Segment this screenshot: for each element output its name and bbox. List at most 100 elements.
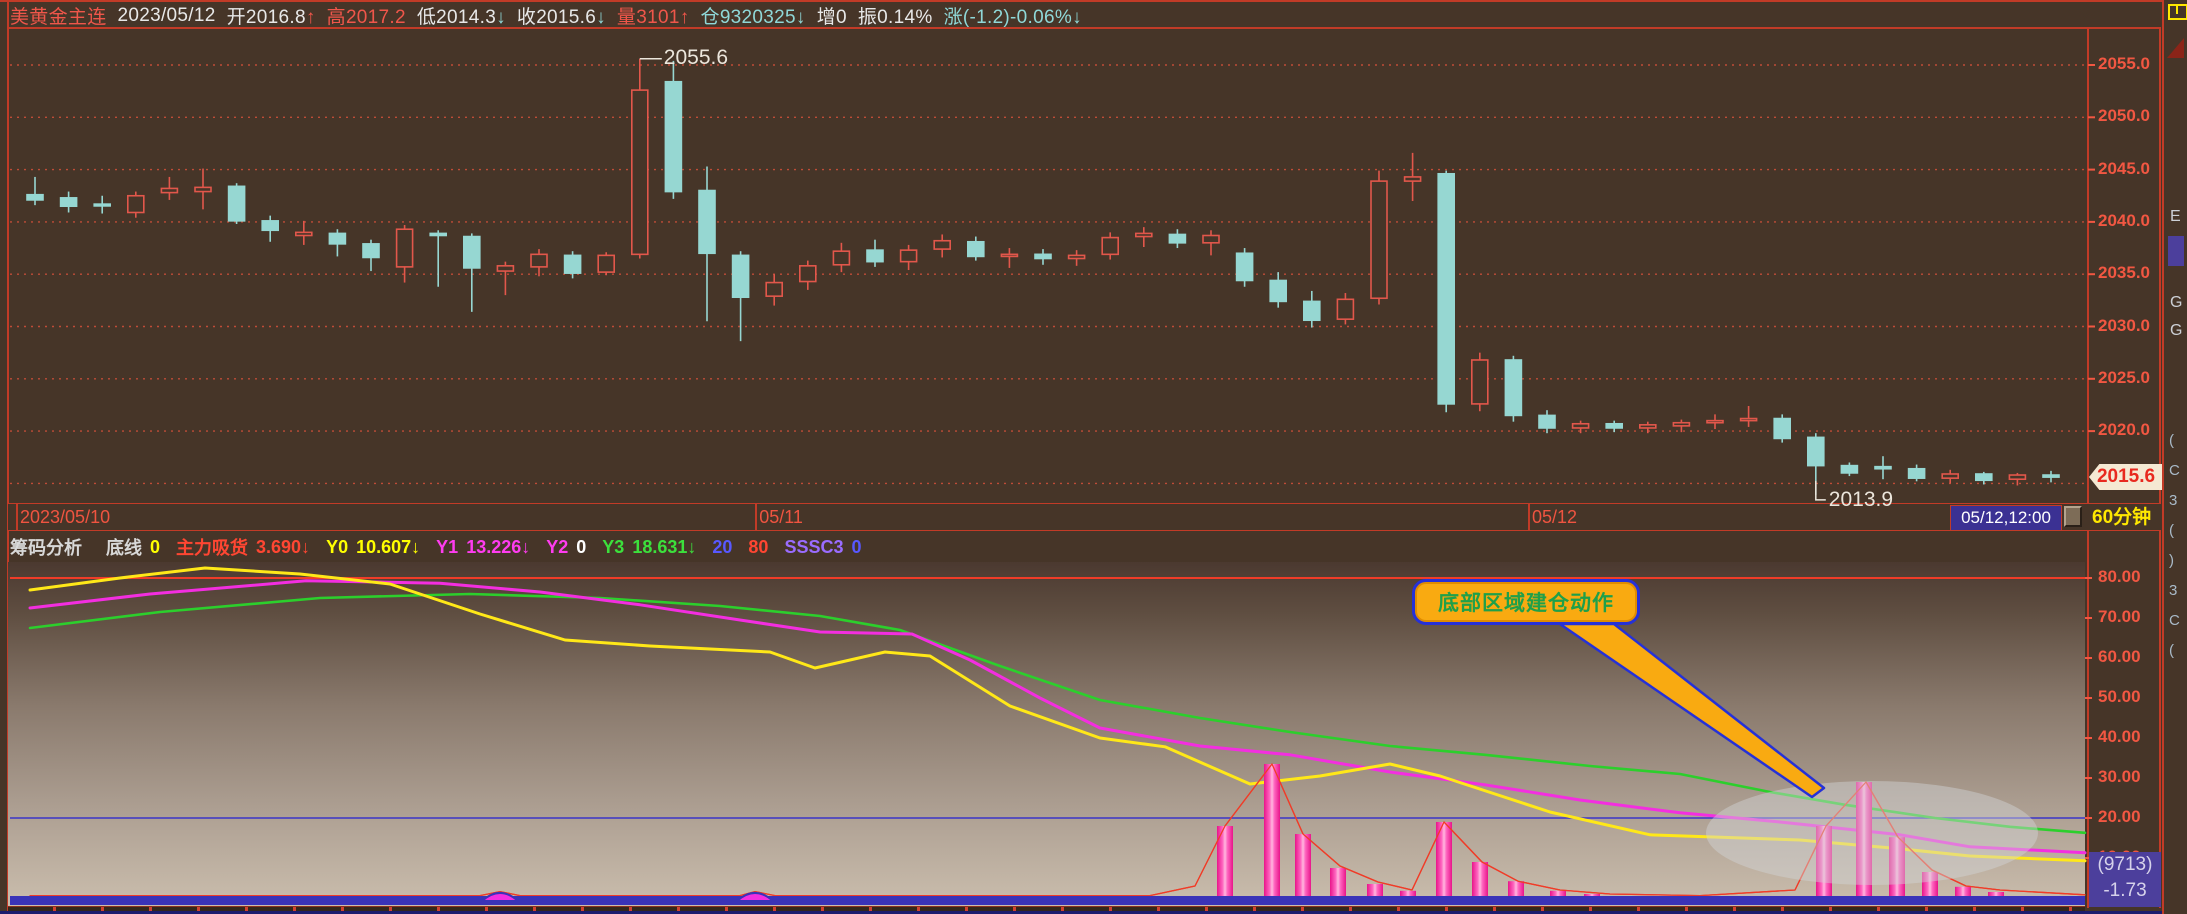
title-segment-7: 仓9320325↓ [700, 7, 806, 28]
sidebar-glyph[interactable]: ( [2169, 522, 2174, 539]
trend-arrow: ↓ [496, 7, 506, 28]
title-segment-8: 增0 [816, 7, 847, 28]
candlestick [798, 260, 817, 290]
indicator-header-segment-12: 18.631↓ [632, 536, 697, 557]
sidebar-item-E-0[interactable]: E [2170, 208, 2181, 225]
sidebar-glyph[interactable]: ( [2169, 642, 2174, 659]
title-segment-0: 美黄金主连 [10, 7, 107, 28]
candlestick [1168, 229, 1187, 249]
sidebar-glyph[interactable]: ) [2169, 552, 2174, 569]
sidebar-glyph[interactable]: 3 [2169, 492, 2178, 509]
price-axis-label: 2035.0 [2098, 263, 2150, 283]
candlestick [1874, 456, 1892, 480]
cursor-time-badge: 05/12,12:00 [1950, 505, 2062, 531]
high-price-annotation: 2055.6 [663, 45, 729, 69]
title-segment-1: 2023/05/12 [117, 4, 216, 26]
trend-arrow: ↓ [596, 7, 606, 28]
candlestick [1135, 227, 1153, 248]
indicator-header-segment-6: 10.607↓ [356, 536, 421, 557]
volume-bar [1922, 872, 1938, 896]
callout-box[interactable]: 底部区域建仓动作 [1412, 579, 1640, 625]
indicator-header-segment-16: 0 [851, 536, 862, 557]
baseline-bump [479, 891, 521, 902]
volume-bar [1400, 890, 1416, 896]
candlestick [127, 191, 145, 218]
callout-text: 底部区域建仓动作 [1438, 592, 1614, 615]
candlestick [1202, 230, 1220, 256]
candlestick [1773, 414, 1791, 443]
indicator-axis-label: 60.00 [2098, 647, 2141, 666]
candlestick [328, 229, 347, 257]
indicator-header-segment-11: Y3 [602, 536, 625, 557]
candlestick [194, 168, 212, 210]
candlestick [899, 244, 918, 271]
indicator-axis-label: 20.00 [2098, 807, 2141, 826]
candlestick [1538, 410, 1556, 434]
candlestick [93, 195, 111, 214]
volume-bar [1550, 890, 1566, 896]
candlestick [2008, 472, 2027, 486]
zero-baseline-bar [10, 896, 2085, 905]
indicator-axis-label: 80.00 [2098, 567, 2141, 586]
price-axis-label: 2020.0 [2098, 420, 2150, 440]
sidebar-item-G-2[interactable]: G [2170, 322, 2183, 339]
candlestick [1639, 421, 1657, 434]
volume-bar [1889, 837, 1905, 896]
candlestick [664, 60, 683, 199]
day-boundary-tick [755, 504, 758, 530]
indicator-header-segment-8: 13.226↓ [466, 536, 531, 557]
volume-bar [1217, 826, 1233, 896]
sidebar-glyph[interactable]: C [2169, 462, 2180, 479]
candlestick [765, 274, 784, 306]
trend-arrow: ↑ [679, 7, 690, 28]
candlestick [362, 239, 380, 272]
title-segment-5: 收2015.6↓ [516, 7, 606, 28]
candlestick [1303, 290, 1321, 328]
indicator-header-segment-0: 筹码分析 [10, 538, 82, 558]
candlestick [1706, 414, 1724, 430]
indicator-header-segment-9: Y2 [546, 536, 569, 557]
indicator-axis-label: 40.00 [2098, 727, 2141, 746]
candlestick [1370, 170, 1388, 305]
sidebar-glyph[interactable]: C [2169, 612, 2180, 629]
candlestick [1571, 420, 1590, 434]
trend-arrow: ↑ [305, 7, 316, 28]
candlestick [1605, 420, 1623, 433]
value-box-line1: (9713) [2097, 854, 2153, 875]
candlestick [1403, 152, 1422, 201]
indicator-header-segment-15: SSSC3 [784, 536, 844, 557]
title-segment-6: 量3101↑ [616, 7, 690, 28]
period-dropdown-button[interactable] [2064, 506, 2082, 527]
candlestick [731, 251, 750, 342]
day-boundary-tick [1528, 504, 1530, 530]
candlestick [496, 261, 515, 296]
color-swatch[interactable] [2168, 236, 2184, 266]
volume-bar [1367, 884, 1383, 896]
date-label: 2023/05/10 [20, 507, 111, 527]
date-axis-row[interactable]: 2023/05/10 05/11 05/12 [8, 503, 2161, 531]
indicator-line-Y1 [28, 579, 2087, 855]
price-axis-label: 2055.0 [2098, 54, 2150, 73]
flag-icon[interactable] [2164, 34, 2187, 74]
volume-bar [1264, 764, 1280, 896]
volume-bar [1584, 894, 1600, 896]
last-price-tag: 2015.6 [2089, 464, 2163, 490]
right-toolbar[interactable]: E G G ( C 3 () 3 C ( [2162, 0, 2187, 914]
volume-bar [1330, 868, 1346, 896]
title-segment-9: 振0.14% [857, 7, 933, 28]
candlestick [26, 176, 44, 206]
window-icon[interactable] [2168, 4, 2187, 20]
period-label[interactable]: 60分钟 [2092, 507, 2152, 528]
sidebar-glyph[interactable]: 3 [2169, 582, 2178, 599]
volume-bar [1436, 822, 1452, 896]
candlestick [1471, 352, 1489, 412]
candlestick [866, 239, 884, 267]
indicator-header[interactable]: 筹码分析 底线 0 主力吸货 3.690↓ Y0 10.607↓ Y1 13.226↓ Y2 0 Y3… [10, 532, 2085, 562]
price-axis-label: 2040.0 [2098, 210, 2150, 230]
volume-bar [1295, 834, 1311, 896]
baseline-bump [734, 891, 776, 902]
title-segment-2: 开2016.8↑ [226, 7, 316, 28]
sidebar-item-G-1[interactable]: G [2170, 294, 2183, 311]
sidebar-glyph[interactable]: ( [2169, 432, 2174, 449]
